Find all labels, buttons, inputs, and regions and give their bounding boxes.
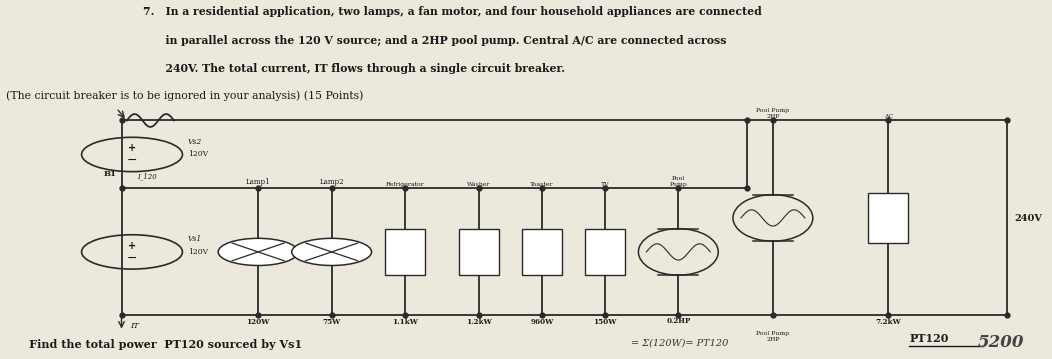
Text: = Σ(120W)= PT120: = Σ(120W)= PT120 <box>631 339 728 348</box>
Text: 150W: 150W <box>593 318 616 326</box>
Text: 960W: 960W <box>530 318 553 326</box>
Text: +: + <box>128 241 136 251</box>
FancyBboxPatch shape <box>585 229 625 275</box>
Text: 1.2kW: 1.2kW <box>466 318 491 326</box>
Circle shape <box>218 238 298 266</box>
Text: −: − <box>127 154 137 167</box>
Text: Pool Pump
2HP: Pool Pump 2HP <box>756 331 789 342</box>
Text: IT: IT <box>129 322 139 330</box>
FancyBboxPatch shape <box>385 229 425 275</box>
Text: I_120: I_120 <box>137 173 157 181</box>
Text: 240V. The total current, IT flows through a single circuit breaker.: 240V. The total current, IT flows throug… <box>142 63 565 74</box>
Text: 5200: 5200 <box>977 334 1025 351</box>
Text: Pool Pump
2HP: Pool Pump 2HP <box>756 108 789 119</box>
Text: Pool
Pump: Pool Pump <box>669 176 687 187</box>
Text: (The circuit breaker is to be ignored in your analysis) (15 Points): (The circuit breaker is to be ignored in… <box>6 91 363 101</box>
Text: Lamp2: Lamp2 <box>320 178 344 186</box>
Text: Refrigerator: Refrigerator <box>386 182 425 187</box>
Text: Lamp1: Lamp1 <box>246 178 270 186</box>
Text: Toaster: Toaster <box>530 182 553 187</box>
Text: B1: B1 <box>103 170 117 178</box>
Text: +: + <box>128 144 136 153</box>
Circle shape <box>291 238 371 266</box>
Text: 120V: 120V <box>187 248 208 256</box>
Text: 0.2HP: 0.2HP <box>666 317 690 325</box>
Text: Find the total power  PT120 sourced by Vs1: Find the total power PT120 sourced by Vs… <box>6 339 302 350</box>
Text: 120W: 120W <box>246 318 269 326</box>
Text: 7.2kW: 7.2kW <box>875 318 902 326</box>
Text: 75W: 75W <box>323 318 341 326</box>
Text: Washer: Washer <box>467 182 490 187</box>
FancyBboxPatch shape <box>459 229 499 275</box>
Text: 7.   In a residential application, two lamps, a fan motor, and four household ap: 7. In a residential application, two lam… <box>142 6 762 17</box>
Text: AC: AC <box>884 114 893 119</box>
Text: TV: TV <box>601 182 609 187</box>
Text: Vs1: Vs1 <box>187 236 202 243</box>
Text: in parallel across the 120 V source; and a 2HP pool pump. Central A/C are connec: in parallel across the 120 V source; and… <box>142 35 726 46</box>
Text: −: − <box>127 251 137 265</box>
Text: PT120: PT120 <box>910 333 949 344</box>
Text: 120V: 120V <box>187 150 208 158</box>
Text: 240V: 240V <box>1014 214 1043 223</box>
Text: 1.1kW: 1.1kW <box>392 318 418 326</box>
FancyBboxPatch shape <box>869 193 909 243</box>
Text: Vs2: Vs2 <box>187 138 202 146</box>
FancyBboxPatch shape <box>522 229 562 275</box>
